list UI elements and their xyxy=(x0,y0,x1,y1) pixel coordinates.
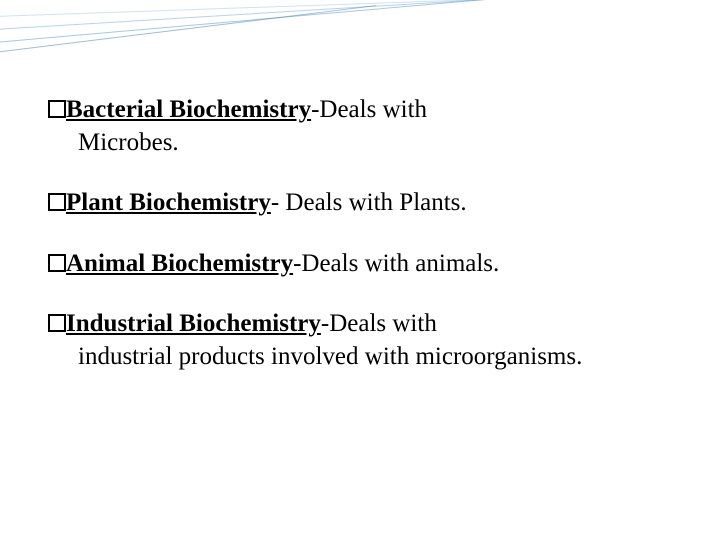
list-item: Industrial Biochemistry-Deals with indus… xyxy=(48,309,668,372)
term: Industrial Biochemistry xyxy=(66,310,321,337)
term: Bacterial Biochemistry xyxy=(66,96,311,123)
list-item: Bacterial Biochemistry-Deals with Microb… xyxy=(48,95,668,158)
list-item: Animal Biochemistry-Deals with animals. xyxy=(48,249,668,280)
separator: - xyxy=(321,310,329,337)
separator: - xyxy=(271,189,286,216)
description-line1: Deals with Plants. xyxy=(285,189,466,216)
term: Plant Biochemistry xyxy=(66,189,271,216)
bullet-icon xyxy=(48,314,66,332)
description-line2: Microbes. xyxy=(78,128,668,159)
bullet-icon xyxy=(48,100,66,118)
content-area: Bacterial Biochemistry-Deals with Microb… xyxy=(48,95,668,402)
bullet-icon xyxy=(48,193,66,211)
description-line2: industrial products involved with microo… xyxy=(78,342,668,373)
description-line1: Deals with xyxy=(319,96,427,123)
term: Animal Biochemistry xyxy=(66,250,293,277)
description-line1: Deals with xyxy=(329,310,437,337)
description-line1: Deals with animals. xyxy=(301,250,499,277)
list-item: Plant Biochemistry- Deals with Plants. xyxy=(48,188,668,219)
bullet-icon xyxy=(48,254,66,272)
